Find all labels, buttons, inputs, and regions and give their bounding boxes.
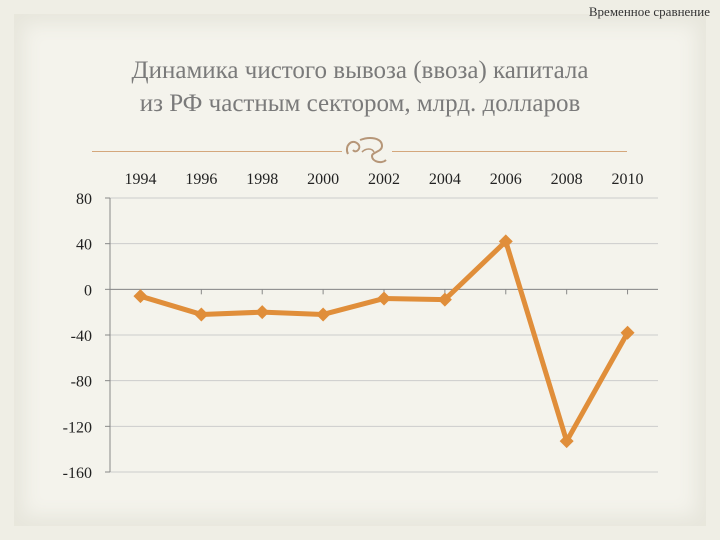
data-point-marker (437, 292, 452, 307)
axis-layer (105, 197, 658, 473)
data-point-marker (377, 291, 391, 306)
y-tick-label: -160 (63, 465, 92, 482)
data-point-marker (559, 434, 574, 449)
y-tick-label: 0 (84, 282, 92, 299)
x-tick-label: 2010 (612, 171, 644, 188)
data-point-marker (255, 305, 270, 320)
divider-left (92, 151, 342, 152)
title-line-1: Динамика чистого вывоза (ввоза) капитала (131, 57, 589, 84)
x-tick-label: 2006 (490, 171, 522, 188)
title-line-2: из РФ частным сектором, млрд. долларов (139, 90, 581, 117)
data-point-marker (620, 325, 635, 340)
chart-title: Динамика чистого вывоза (ввоза) капитала… (40, 54, 680, 120)
x-tick-label: 1994 (124, 171, 156, 188)
x-tick-label: 2004 (429, 171, 461, 188)
data-point-marker (133, 289, 148, 304)
data-point-marker (194, 307, 209, 322)
series-layer (133, 234, 635, 449)
y-tick-label: -40 (71, 328, 92, 345)
y-tick-label: 80 (76, 191, 92, 208)
y-tick-label: -120 (63, 419, 92, 436)
x-tick-label: 2000 (307, 171, 339, 188)
corner-label: Временное сравнение (588, 4, 710, 19)
grid-layer (110, 197, 658, 473)
x-tick-label: 1996 (185, 171, 217, 188)
data-point-marker (316, 307, 331, 322)
x-tick-label: 2002 (368, 171, 400, 188)
label-layer: 80 40 0 -40 -80 -120 -160 1994 1996 1998 2000 2002 2… (63, 171, 644, 482)
slide-frame (14, 14, 706, 526)
x-tick-label: 1998 (246, 171, 278, 188)
swirl-ornament-icon (346, 137, 387, 164)
y-tick-label: -80 (71, 374, 92, 391)
data-point-marker (498, 234, 513, 249)
x-tick-label: 2008 (551, 171, 583, 188)
y-tick-label: 40 (76, 237, 92, 254)
series-line (137, 238, 631, 444)
divider-right (392, 151, 627, 152)
